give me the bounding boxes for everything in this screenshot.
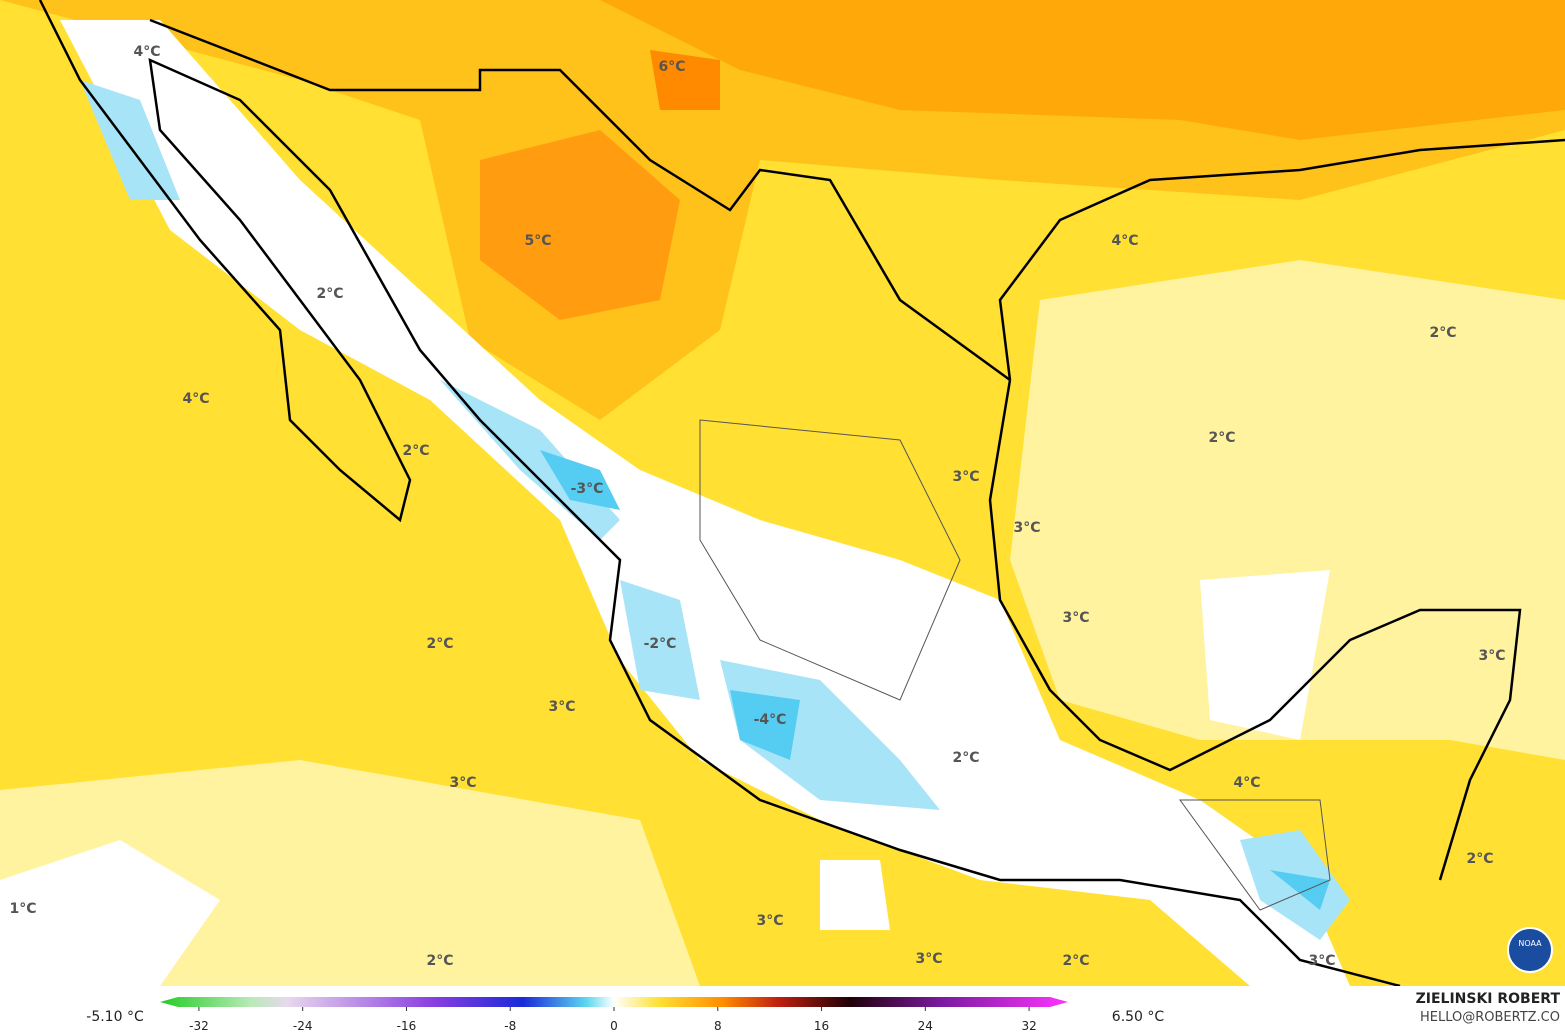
temp-label: 6°C: [658, 59, 685, 75]
temp-label: 5°C: [524, 233, 551, 249]
colorbar-tick-label: -16: [397, 1019, 417, 1033]
credit-email: HELLO@ROBERTZ.CO: [1420, 1010, 1560, 1025]
temp-label: 3°C: [952, 469, 979, 485]
temp-label: 3°C: [1308, 953, 1335, 969]
colorbar-tick-label: 0: [610, 1019, 618, 1033]
temp-label: 2°C: [1429, 325, 1456, 341]
temp-label: 2°C: [316, 286, 343, 302]
temp-label: 4°C: [133, 44, 160, 60]
temp-label: 2°C: [426, 636, 453, 652]
colorbar-ticks: -32 -24 -16 -8 0 8 16 24 32: [189, 1007, 1037, 1033]
colorbar-tick-label: 32: [1021, 1019, 1036, 1033]
map: [0, 0, 1565, 988]
temp-label: 4°C: [182, 391, 209, 407]
temp-label: 2°C: [426, 953, 453, 969]
credit-name: ZIELINSKI ROBERT: [1416, 991, 1561, 1007]
temp-label: 3°C: [1478, 648, 1505, 664]
temp-label: 3°C: [548, 699, 575, 715]
temp-label: 3°C: [756, 913, 783, 929]
colorbar-tick-label: -32: [189, 1019, 209, 1033]
temp-label: 3°C: [449, 775, 476, 791]
temp-label: 3°C: [915, 951, 942, 967]
colorbar-tick-label: 8: [714, 1019, 722, 1033]
colorbar-tick-label: -24: [293, 1019, 313, 1033]
temp-label: 2°C: [1466, 851, 1493, 867]
logo-text: NOAA: [1518, 939, 1542, 948]
map-labels: 4°C 6°C 5°C 2°C 4°C 2°C -3°C 4°C 2°C 2°C 3°C 3°C 3°C…: [9, 44, 1505, 969]
temp-label: 2°C: [952, 750, 979, 766]
colorbar-tick-label: 24: [918, 1019, 933, 1033]
colorbar-min: -5.10 °C: [86, 1009, 144, 1025]
temp-label: -2°C: [644, 636, 677, 652]
colorbar-tick-label: 16: [814, 1019, 829, 1033]
logo: NOAA: [1507, 927, 1553, 973]
colorbar-max: 6.50 °C: [1112, 1009, 1165, 1025]
temp-label: 2°C: [1062, 953, 1089, 969]
temp-label: -3°C: [571, 481, 604, 497]
temp-label: 3°C: [1062, 610, 1089, 626]
temp-label: -4°C: [754, 712, 787, 728]
temp-label: 4°C: [1111, 233, 1138, 249]
colorbar-tick-label: -8: [504, 1019, 516, 1033]
temp-label: 2°C: [1208, 430, 1235, 446]
temp-label: 4°C: [1233, 775, 1260, 791]
colorbar: [160, 997, 1068, 1007]
temp-label: 2°C: [402, 443, 429, 459]
temp-label: 3°C: [1013, 520, 1040, 536]
temp-label: 1°C: [9, 901, 36, 917]
